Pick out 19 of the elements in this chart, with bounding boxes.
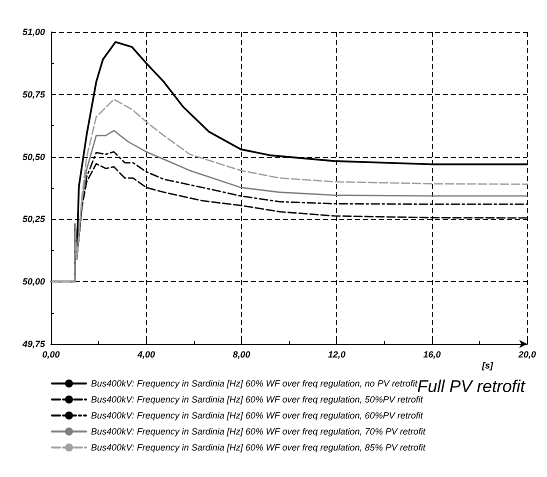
x-tick-label: 16,0 (423, 350, 441, 360)
legend-label: Bus400kV: Frequency in Sardinia [Hz] 60% WF over freq regulation, 50%PV retrofit (91, 394, 424, 404)
x-tick-label: 0,00 (42, 350, 60, 360)
x-axis-title: [s] (481, 360, 494, 370)
text: Full PV retrofit (417, 377, 526, 396)
legend-label: Bus400kV: Frequency in Sardinia [Hz] 60% WF over freq regulation, 60%PV retrofit (91, 410, 424, 420)
y-tick-label: 50,50 (22, 152, 45, 162)
y-tick-label: 51,00 (22, 27, 45, 37)
y-tick-label: 50,75 (22, 89, 46, 100)
y-tick-label: 50,00 (22, 276, 45, 287)
x-tick-label: 4,00 (136, 350, 156, 360)
x-tick-label: 12,0 (328, 350, 346, 360)
x-tick-label: 20,0 (517, 350, 536, 360)
y-tick-label: 50,25 (22, 214, 46, 224)
legend-label: Bus400kV: Frequency in Sardinia [Hz] 60% WF over freq regulation, no PV retrofit (91, 378, 418, 388)
x-tick-label: 8,00 (232, 350, 250, 360)
legend-label: Bus400kV: Frequency in Sardinia [Hz] 60% WF over freq regulation, 70% PV retrofit (91, 426, 426, 436)
y-tick-label: 49,75 (21, 339, 46, 349)
legend-label: Bus400kV: Frequency in Sardinia [Hz] 60% WF over freq regulation, 85% PV retrofit (91, 442, 426, 452)
